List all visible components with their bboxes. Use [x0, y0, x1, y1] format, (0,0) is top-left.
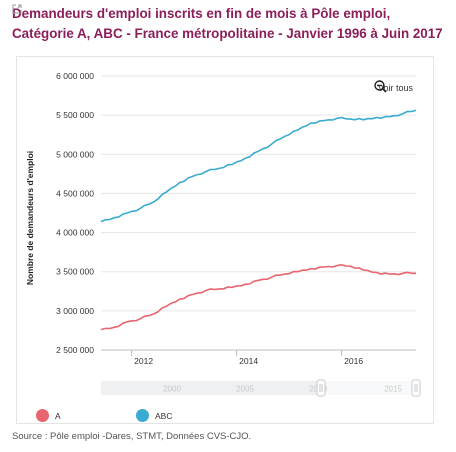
- y-axis-ticks: 6 000 000 5 500 000 5 000 000 4 500 000 4 00…: [56, 71, 94, 355]
- reset-zoom-button[interactable]: Voir tous: [374, 80, 434, 96]
- grid-lines: [101, 76, 416, 350]
- y-tick-label: 5 500 000: [56, 110, 94, 120]
- y-tick-label: 2 500 000: [56, 345, 94, 355]
- range-navigator[interactable]: 2000200520102015: [101, 380, 420, 396]
- x-axis-ticks: 2012 2014 2016: [132, 350, 364, 366]
- navigator-tick-label: 2005: [236, 385, 254, 394]
- navigator-right-handle[interactable]: [412, 380, 420, 396]
- legend-label-a: A: [55, 411, 61, 421]
- legend-label-abc: ABC: [155, 411, 172, 421]
- legend-swatch-a: [36, 409, 49, 422]
- series-line-a: [101, 265, 416, 330]
- navigator-tick-label: 2000: [163, 385, 181, 394]
- navigator-left-handle[interactable]: [317, 380, 325, 396]
- legend-item-a[interactable]: A: [36, 409, 61, 422]
- x-tick-label: 2014: [239, 356, 258, 366]
- source-note: Source : Pôle emploi -Dares, STMT, Donné…: [12, 431, 251, 442]
- legend-swatch-abc: [136, 409, 149, 422]
- series-lines: [101, 110, 416, 329]
- legend-item-abc[interactable]: ABC: [136, 409, 172, 422]
- y-tick-label: 4 000 000: [56, 228, 94, 238]
- navigator-tick-label: 2015: [384, 385, 402, 394]
- y-tick-label: 6 000 000: [56, 71, 94, 81]
- series-line-abc: [101, 110, 416, 221]
- y-tick-label: 3 000 000: [56, 306, 94, 316]
- y-tick-label: 4 500 000: [56, 188, 94, 198]
- x-tick-label: 2012: [134, 356, 153, 366]
- y-tick-label: 5 000 000: [56, 149, 94, 159]
- x-tick-label: 2016: [344, 356, 363, 366]
- y-tick-label: 3 500 000: [56, 267, 94, 277]
- y-axis-label: Nombre de demandeurs d'emploi: [25, 151, 35, 285]
